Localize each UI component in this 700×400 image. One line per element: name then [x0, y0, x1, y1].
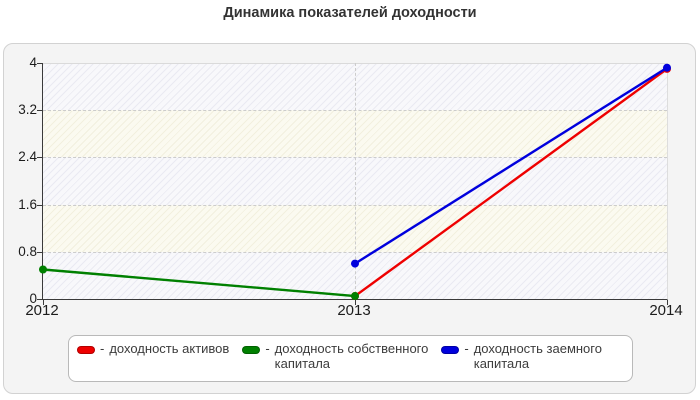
- series-line: [354, 67, 668, 298]
- legend-item: - доходность активов: [77, 341, 230, 357]
- x-axis-label: 2013: [337, 302, 371, 319]
- x-tick: [43, 300, 44, 305]
- legend-swatch: [77, 346, 95, 354]
- x-tick: [667, 300, 668, 305]
- y-axis-label: 3.2: [18, 102, 37, 118]
- legend-label: доходность активов: [109, 341, 230, 356]
- x-axis-label: 2014: [649, 302, 683, 319]
- y-tick: [37, 110, 42, 112]
- y-tick: [37, 251, 42, 253]
- legend-label: доходность заемного капитала: [473, 341, 602, 371]
- series-line: [42, 268, 356, 298]
- y-tick: [37, 299, 42, 300]
- x-tick: [355, 300, 356, 305]
- data-point: [351, 292, 359, 301]
- legend-label: доходность собственного капитала: [274, 341, 429, 371]
- data-point: [39, 265, 47, 274]
- legend-item: - доходность собственного капитала: [242, 341, 429, 372]
- y-tick: [37, 204, 42, 206]
- legend-swatch: [441, 346, 460, 354]
- chart-canvas: [39, 63, 671, 301]
- chart-panel: 0 0.8 1.6 2.4 3.2 4 2012 2013 2014 - доходность …: [3, 43, 696, 394]
- x-axis-label: 2012: [25, 302, 59, 319]
- y-axis-labels: 0 0.8 1.6 2.4 3.2 4: [4, 55, 37, 306]
- y-tick: [37, 63, 42, 64]
- legend-dash: -: [265, 341, 270, 356]
- plot-area: [37, 63, 671, 305]
- x-gridline-2013: [355, 63, 356, 299]
- chart-title: Динамика показателей доходности: [223, 5, 477, 21]
- legend-dash: -: [100, 341, 105, 356]
- y-axis-label: 4: [29, 55, 37, 70]
- y-axis-label: 2.4: [18, 149, 37, 165]
- y-axis-label: 0: [29, 291, 37, 306]
- legend-dash: -: [464, 341, 469, 356]
- series-line: [354, 66, 668, 265]
- y-tick: [37, 157, 42, 159]
- legend: - доходность активов - доходность собственн…: [68, 335, 633, 382]
- x-axis-labels: 2012 2013 2014: [25, 302, 682, 322]
- legend-item: - доходность заемного капитала: [441, 341, 602, 372]
- y-axis-label: 0.8: [18, 243, 37, 259]
- data-point: [351, 259, 359, 268]
- data-point: [663, 63, 671, 72]
- y-axis-label: 1.6: [18, 196, 37, 212]
- legend-swatch: [242, 346, 261, 354]
